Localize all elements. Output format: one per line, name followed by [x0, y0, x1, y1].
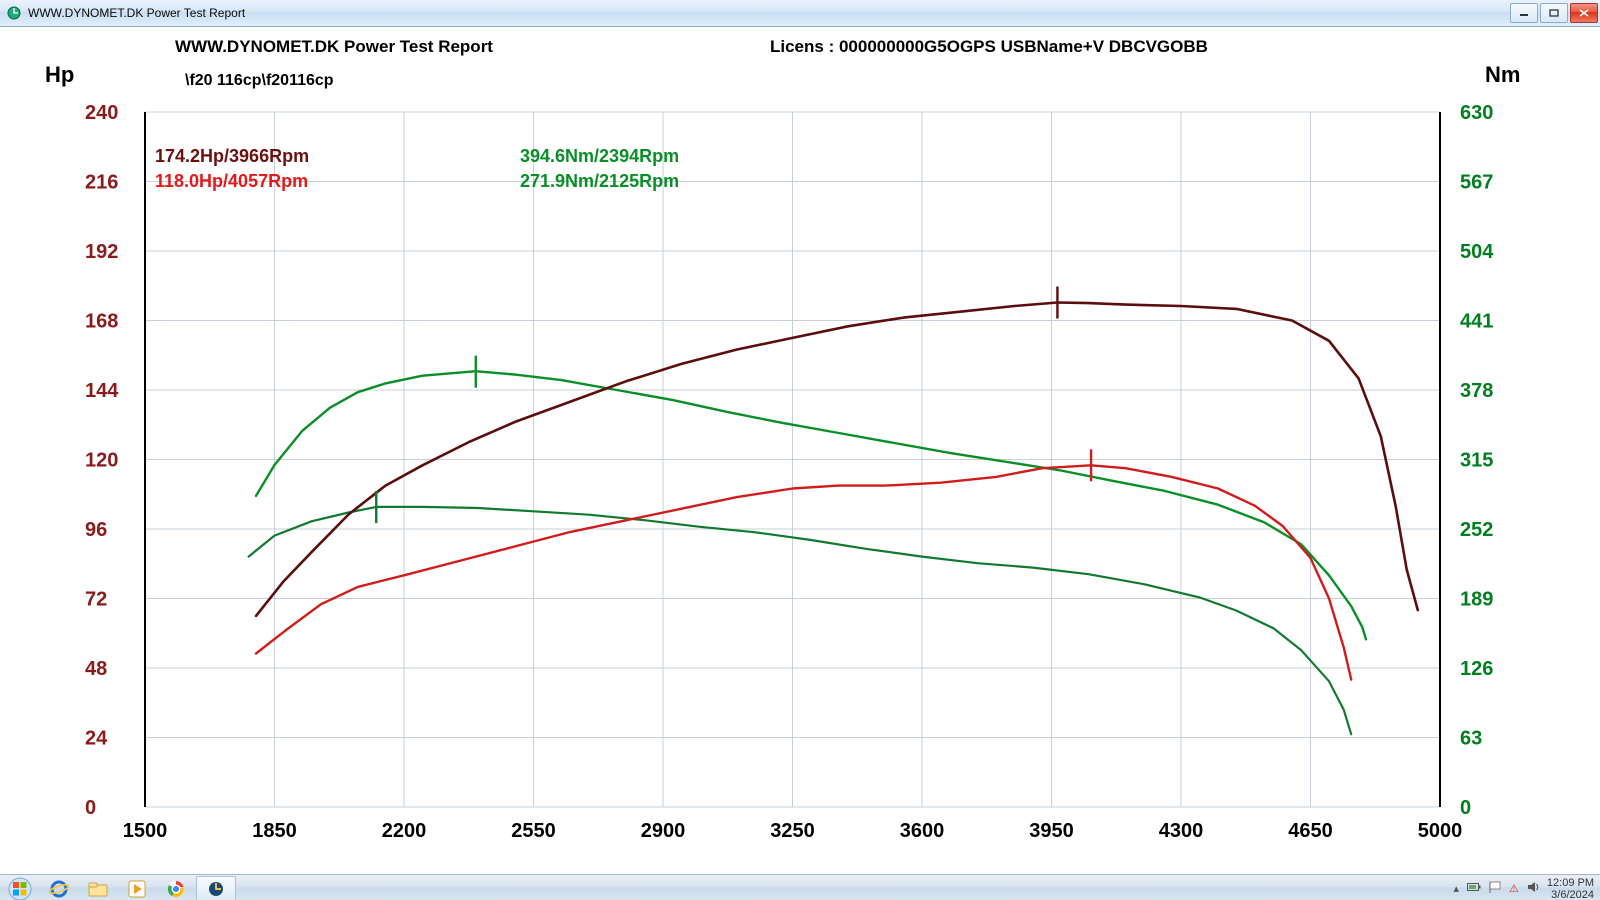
x-tick-label: 2900	[641, 820, 686, 842]
hp-tick-label: 192	[85, 241, 118, 263]
hp-tick-label: 240	[85, 102, 118, 124]
nm-tick-label: 315	[1460, 450, 1493, 472]
header-filepath: \f20 116cp\f20116cp	[185, 72, 334, 89]
maximize-button[interactable]	[1540, 3, 1568, 23]
nm-tick-label: 126	[1460, 658, 1493, 680]
taskbar-chrome-icon[interactable]	[157, 877, 195, 900]
window-title: WWW.DYNOMET.DK Power Test Report	[28, 6, 245, 20]
tray-battery-icon[interactable]	[1467, 882, 1481, 895]
minimize-button[interactable]	[1510, 3, 1538, 23]
hp-tick-label: 144	[85, 380, 119, 402]
x-tick-label: 2200	[382, 820, 427, 842]
tray-clock[interactable]: 12:09 PM 3/6/2024	[1547, 877, 1594, 900]
x-tick-label: 5000	[1418, 820, 1463, 842]
taskbar-media-icon[interactable]	[118, 877, 156, 900]
app-icon	[6, 5, 22, 21]
nm-axis-label: Nm	[1485, 62, 1520, 87]
tray-flag-icon[interactable]	[1489, 881, 1501, 896]
nm-tick-label: 378	[1460, 380, 1493, 402]
hp-tick-label: 0	[85, 797, 96, 819]
tray-time: 12:09 PM	[1547, 877, 1594, 889]
tray-network-icon[interactable]: ⚠	[1509, 882, 1519, 895]
hp-tick-label: 48	[85, 658, 107, 680]
taskbar: ▴ ⚠ 12:09 PM 3/6/2024	[0, 874, 1600, 900]
tray-volume-icon[interactable]	[1527, 881, 1539, 896]
peak-nm-stock: 271.9Nm/2125Rpm	[520, 171, 679, 191]
header-site: WWW.DYNOMET.DK Power Test Report	[175, 37, 493, 56]
tray-date: 3/6/2024	[1547, 889, 1594, 900]
peak-hp-stock: 118.0Hp/4057Rpm	[155, 171, 308, 191]
taskbar-ie-icon[interactable]	[40, 877, 78, 900]
peak-nm-tuned: 394.6Nm/2394Rpm	[520, 146, 679, 166]
x-tick-label: 1500	[123, 820, 168, 842]
nm-tick-label: 504	[1460, 241, 1494, 263]
series-nm_stock	[249, 507, 1352, 734]
nm-tick-label: 630	[1460, 102, 1493, 124]
x-tick-label: 1850	[252, 820, 297, 842]
system-tray: ▴ ⚠ 12:09 PM 3/6/2024	[1454, 877, 1600, 900]
hp-tick-label: 168	[85, 311, 118, 333]
nm-tick-label: 252	[1460, 519, 1493, 541]
hp-tick-label: 72	[85, 589, 107, 611]
series-nm_tuned	[256, 371, 1366, 639]
dyno-chart: 1500 1850 2200 2550 2900 3250 3600 3950 4300 4650…	[0, 27, 1600, 874]
hp-tick-label: 24	[85, 728, 108, 750]
peak-hp-tuned: 174.2Hp/3966Rpm	[155, 146, 309, 166]
x-tick-label: 3250	[770, 820, 815, 842]
hp-tick-label: 216	[85, 172, 118, 194]
nm-tick-label: 567	[1460, 172, 1493, 194]
nm-tick-label: 189	[1460, 589, 1493, 611]
nm-tick-label: 441	[1460, 311, 1493, 333]
start-button[interactable]	[0, 875, 40, 900]
close-button[interactable]	[1570, 3, 1598, 23]
taskbar-app-icon[interactable]	[196, 876, 236, 900]
hp-tick-label: 96	[85, 519, 107, 541]
hp-axis-label: Hp	[45, 62, 74, 87]
hp-tick-label: 120	[85, 450, 118, 472]
x-tick-label: 4650	[1288, 820, 1333, 842]
tray-chevron-icon[interactable]: ▴	[1454, 882, 1460, 895]
window-buttons	[1508, 3, 1598, 23]
taskbar-explorer-icon[interactable]	[79, 877, 117, 900]
x-tick-label: 3950	[1029, 820, 1074, 842]
window-titlebar: WWW.DYNOMET.DK Power Test Report	[0, 0, 1600, 27]
nm-tick-label: 0	[1460, 797, 1471, 819]
x-tick-label: 3600	[900, 820, 945, 842]
header-license: Licens : 000000000G5OGPS USBName+V DBCVG…	[770, 37, 1208, 56]
nm-tick-label: 63	[1460, 728, 1482, 750]
chart-page: 1500 1850 2200 2550 2900 3250 3600 3950 4300 4650…	[0, 27, 1600, 874]
x-tick-label: 2550	[511, 820, 556, 842]
x-tick-label: 4300	[1159, 820, 1204, 842]
